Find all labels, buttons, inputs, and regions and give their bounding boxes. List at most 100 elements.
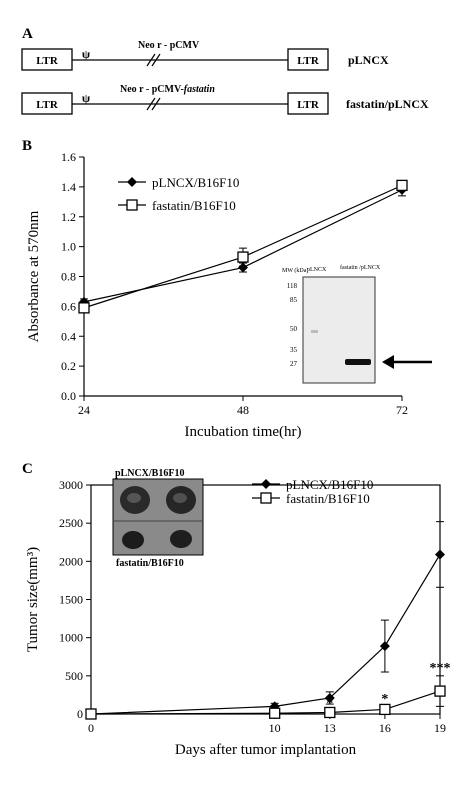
neo-pcmv-fastatin-label: Neo r - pCMV-fastatin [120,84,215,95]
label-fastatin: fastatin [184,84,216,95]
psi-symbol: ψ [82,47,91,61]
panel-b-label: B [22,138,32,154]
legend-label: pLNCX/B16F10 [286,477,373,492]
y-tick-label: 0.4 [61,329,76,343]
blot-faint-band [311,330,318,333]
blot-mw-label: 35 [290,346,298,354]
neo-pcmv-label: Neo r - pCMV [138,40,200,51]
construct-name: fastatin/pLNCX [346,97,429,111]
x-tick-label: 24 [78,403,90,417]
data-point [324,692,335,703]
ltr-box-right [287,92,329,115]
blot-mw-label: 118 [287,282,298,290]
y-tick-label: 1.4 [61,180,76,194]
photo-bottom-label: fastatin/B16F10 [116,558,184,569]
legend-marker [127,177,137,187]
y-tick-label: 2500 [59,516,83,530]
blot-lane2-header: fastatin /pLNCX [340,264,381,271]
y-tick-label: 0.2 [61,359,76,373]
legend-marker [126,199,138,211]
construct-fastatin-plncx: LTR ψ Neo r - pCMV-fastatin LTR fastatin… [21,84,429,115]
significance-marker: *** [430,661,451,676]
panel-c: C 0 500 1000 1500 2000 2500 3000 0 10 13 16 19 Days … [22,461,451,758]
panel-c-label: C [22,461,33,477]
series-line [90,554,441,715]
y-tick-label: 0.6 [61,299,76,313]
break-mark [151,97,161,111]
blot-mw-labels: 118 85 50 35 27 [287,282,298,368]
ltr-box-right [287,48,329,71]
break-mark [151,53,161,67]
blot-mw-label: 27 [290,360,298,368]
y-tick-label: 3000 [59,478,83,492]
panel-a: A LTR ψ Neo r - pCMV LTR pLNCX LTR ψ Neo… [21,26,429,115]
blot-lane1-header: pLNCX [307,267,327,273]
western-blot-inset: MW (kDa) pLNCX fastatin /pLNCX 118 85 50 35… [282,264,432,384]
ltr-left-label: LTR [36,55,59,67]
data-point [435,549,445,560]
data-point [238,262,248,273]
x-tick-label: 16 [379,721,391,735]
tumor-highlight [173,493,187,503]
x-tick-label: 72 [396,403,408,417]
data-point [379,641,390,652]
significance-marker: * [326,697,333,712]
ltr-left-label: LTR [36,99,59,111]
data-point [434,685,446,697]
x-tick-label: 0 [88,721,94,735]
arrow-icon [382,355,394,369]
data-point [396,179,408,192]
y-tick-label: 1000 [59,631,83,645]
y-axis-title: Tumor size(mm³) [25,547,41,652]
photo-top-label: pLNCX/B16F10 [115,468,184,479]
y-tick-label: 1.2 [61,210,76,224]
x-tick-label: 13 [324,721,336,735]
blot-mw-header: MW (kDa) [282,267,308,274]
legend-marker [261,479,271,489]
y-tick-label: 1.6 [61,150,76,164]
ltr-box-left [21,92,73,115]
tumor-fastatin-2 [170,530,192,548]
break-mark [146,53,156,67]
legend-marker [260,492,272,504]
tumor-fastatin-1 [122,531,144,549]
label-prefix: Neo r - pCMV- [120,84,184,95]
legend-label: pLNCX/B16F10 [152,175,239,190]
tumor-photo-inset: pLNCX/B16F10 fastatin/B16F10 [112,468,204,569]
data-point [269,707,281,719]
legend-label: fastatin/B16F10 [152,198,236,213]
construct-plncx: LTR ψ Neo r - pCMV LTR pLNCX [21,40,389,71]
y-tick-label: 1500 [59,593,83,607]
ltr-right-label: LTR [297,55,320,67]
x-tick-label: 10 [269,721,281,735]
y-tick-label: 0 [77,707,83,721]
y-tick-label: 500 [65,669,83,683]
data-point [379,703,391,716]
ltr-box-left [21,48,73,71]
tumor-highlight [127,493,141,503]
data-point [85,708,97,720]
panel-b: B 0.0 0.2 0.4 0.6 0.8 1.0 1.2 1.4 1.6 24 48 72 Incub… [22,138,432,440]
significance-marker: * [381,692,388,707]
data-point [78,302,90,314]
x-tick-label: 19 [434,721,446,735]
y-tick-label: 0.0 [61,389,76,403]
blot-mw-label: 85 [290,296,298,304]
y-tick-label: 0.8 [61,270,76,284]
y-tick-label: 2000 [59,554,83,568]
panel-a-label: A [22,26,33,42]
data-point [324,706,336,719]
legend-label: fastatin/B16F10 [286,491,370,506]
x-axis-title: Days after tumor implantation [175,742,357,758]
y-axis-title: Absorbance at 570nm [26,210,42,342]
blot-fastatin-band [345,359,371,365]
data-point [237,251,249,263]
y-tick-label: 1.0 [61,240,76,254]
ltr-right-label: LTR [297,99,320,111]
break-mark [146,97,156,111]
psi-symbol: ψ [82,91,91,105]
absorbance-chart: 0.0 0.2 0.4 0.6 0.8 1.0 1.2 1.4 1.6 24 48 72 Incubat… [26,150,408,440]
blot-mw-label: 50 [290,325,298,333]
construct-name: pLNCX [348,53,389,67]
